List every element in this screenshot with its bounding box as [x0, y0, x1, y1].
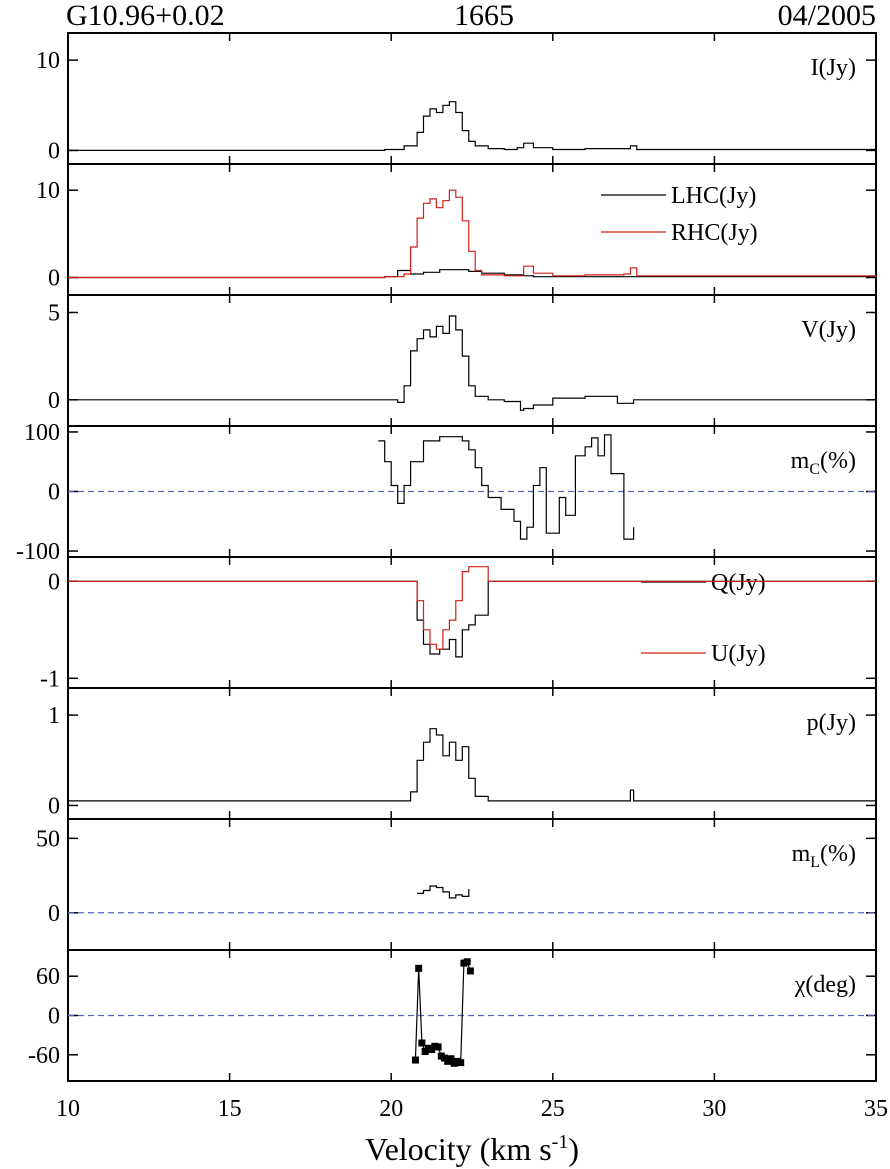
- y-tick-label: 0: [48, 480, 60, 506]
- series-line: [68, 101, 877, 151]
- panel-6: 0 1 p(Jy): [48, 687, 877, 820]
- panel-2: 0 10 LHC(Jy) RHC(Jy): [36, 163, 877, 296]
- panel-frame: [67, 294, 877, 427]
- panel-3: 0 5 V(Jy): [48, 294, 877, 427]
- series-line: [68, 566, 876, 650]
- panel-label: V(Jy): [801, 317, 856, 343]
- x-axis: 10 15 20 25 30 35 Velocity (km s-1): [56, 1096, 888, 1167]
- x-axis-label: Velocity (km s-1): [365, 1131, 579, 1167]
- y-tick-label: 5: [48, 300, 60, 326]
- y-tick-label: 0: [48, 1004, 60, 1030]
- legend-label: RHC(Jy): [671, 220, 758, 246]
- panel-label: χ(deg): [794, 972, 856, 998]
- series-line: [68, 189, 877, 279]
- y-tick-label: 0: [48, 388, 60, 414]
- y-tick-label: 1: [48, 703, 60, 729]
- y-tick-label: 0: [48, 569, 60, 595]
- data-point: [411, 1056, 419, 1064]
- panel-7: 0 50 mL(%): [36, 818, 877, 951]
- y-tick-label: 0: [48, 793, 60, 819]
- data-point: [415, 964, 423, 972]
- panel-label: mC(%): [791, 448, 856, 478]
- panel-4: -100 0 100 mC(%): [16, 420, 877, 565]
- legend-label: Q(Jy): [711, 570, 766, 596]
- data-point: [447, 1055, 455, 1063]
- x-tick-label: 30: [702, 1096, 726, 1122]
- legend-label: LHC(Jy): [671, 183, 756, 209]
- series-line: [68, 269, 877, 279]
- panel-label: p(Jy): [807, 710, 856, 736]
- data-point: [457, 1059, 465, 1067]
- panel-frame: [67, 32, 877, 165]
- panel-1: 0 10 I(Jy): [36, 32, 877, 165]
- y-tick-label: 10: [36, 178, 60, 204]
- panel-5: -1 0 Q(Jy) U(Jy): [40, 556, 877, 692]
- header-date: 04/2005: [778, 0, 876, 32]
- legend-label: U(Jy): [711, 641, 766, 667]
- panel-8: -60 0 60 χ(deg): [28, 949, 877, 1082]
- y-tick-label: 0: [48, 901, 60, 927]
- data-point: [463, 958, 471, 966]
- panel-label: mL(%): [792, 841, 856, 871]
- panel-label: I(Jy): [811, 55, 856, 81]
- y-tick-label: -1: [40, 666, 60, 692]
- y-tick-label: 0: [48, 266, 60, 292]
- x-tick-label: 20: [379, 1096, 403, 1122]
- x-tick-label: 10: [56, 1096, 80, 1122]
- series-line: [68, 580, 876, 658]
- y-tick-label: -100: [16, 539, 60, 565]
- data-point: [434, 1043, 442, 1051]
- y-tick-label: 60: [36, 964, 60, 990]
- y-tick-label: 10: [36, 48, 60, 74]
- y-tick-label: -60: [28, 1043, 60, 1069]
- series-line: [417, 885, 470, 899]
- series-line: [68, 728, 876, 802]
- panel-frame: [67, 687, 877, 820]
- header-source: G10.96+0.02: [66, 0, 225, 32]
- series-line: [378, 434, 635, 540]
- series-line: [68, 315, 876, 411]
- header-frequency: 1665: [454, 0, 514, 32]
- panel-frame: [67, 818, 877, 951]
- data-point: [418, 1039, 426, 1047]
- y-tick-label: 50: [36, 826, 60, 852]
- y-tick-label: 100: [24, 420, 60, 446]
- y-tick-label: 0: [48, 138, 60, 164]
- x-tick-label: 25: [541, 1096, 565, 1122]
- data-point: [466, 967, 474, 975]
- x-tick-label: 15: [218, 1096, 242, 1122]
- x-tick-label: 35: [864, 1096, 888, 1122]
- panels: 010 I(Jy)010 LHC(Jy)RHC(Jy)05V(Jy)-1000100…: [16, 32, 877, 1082]
